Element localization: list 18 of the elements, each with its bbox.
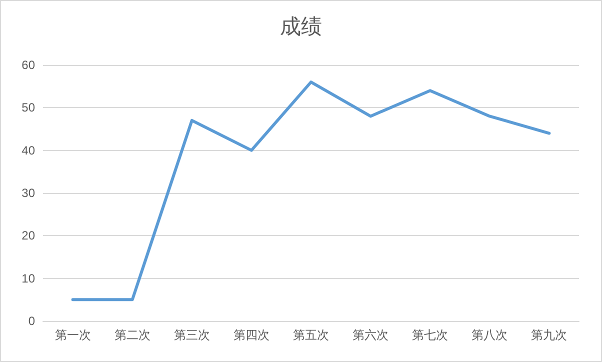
- y-tick-label: 40: [22, 143, 36, 158]
- x-tick-label: 第三次: [174, 328, 210, 342]
- y-tick-label: 30: [22, 186, 36, 200]
- y-tick-label: 60: [22, 58, 36, 72]
- x-tick-label: 第八次: [472, 328, 508, 342]
- y-tick-label: 0: [28, 314, 36, 328]
- x-tick-label: 第二次: [114, 328, 150, 342]
- x-tick-label: 第五次: [293, 328, 329, 342]
- y-tick-label: 20: [22, 228, 36, 243]
- x-tick-label: 第九次: [531, 328, 568, 342]
- chart-title: 成绩: [280, 14, 322, 38]
- x-tick-label: 第一次: [54, 328, 91, 342]
- line-series: [71, 80, 551, 302]
- x-tick-label: 第七次: [412, 328, 448, 342]
- x-tick-label: 第六次: [352, 328, 389, 342]
- y-tick-label: 10: [22, 271, 36, 286]
- y-tick-label: 50: [22, 100, 36, 115]
- x-tick-label: 第四次: [233, 328, 270, 342]
